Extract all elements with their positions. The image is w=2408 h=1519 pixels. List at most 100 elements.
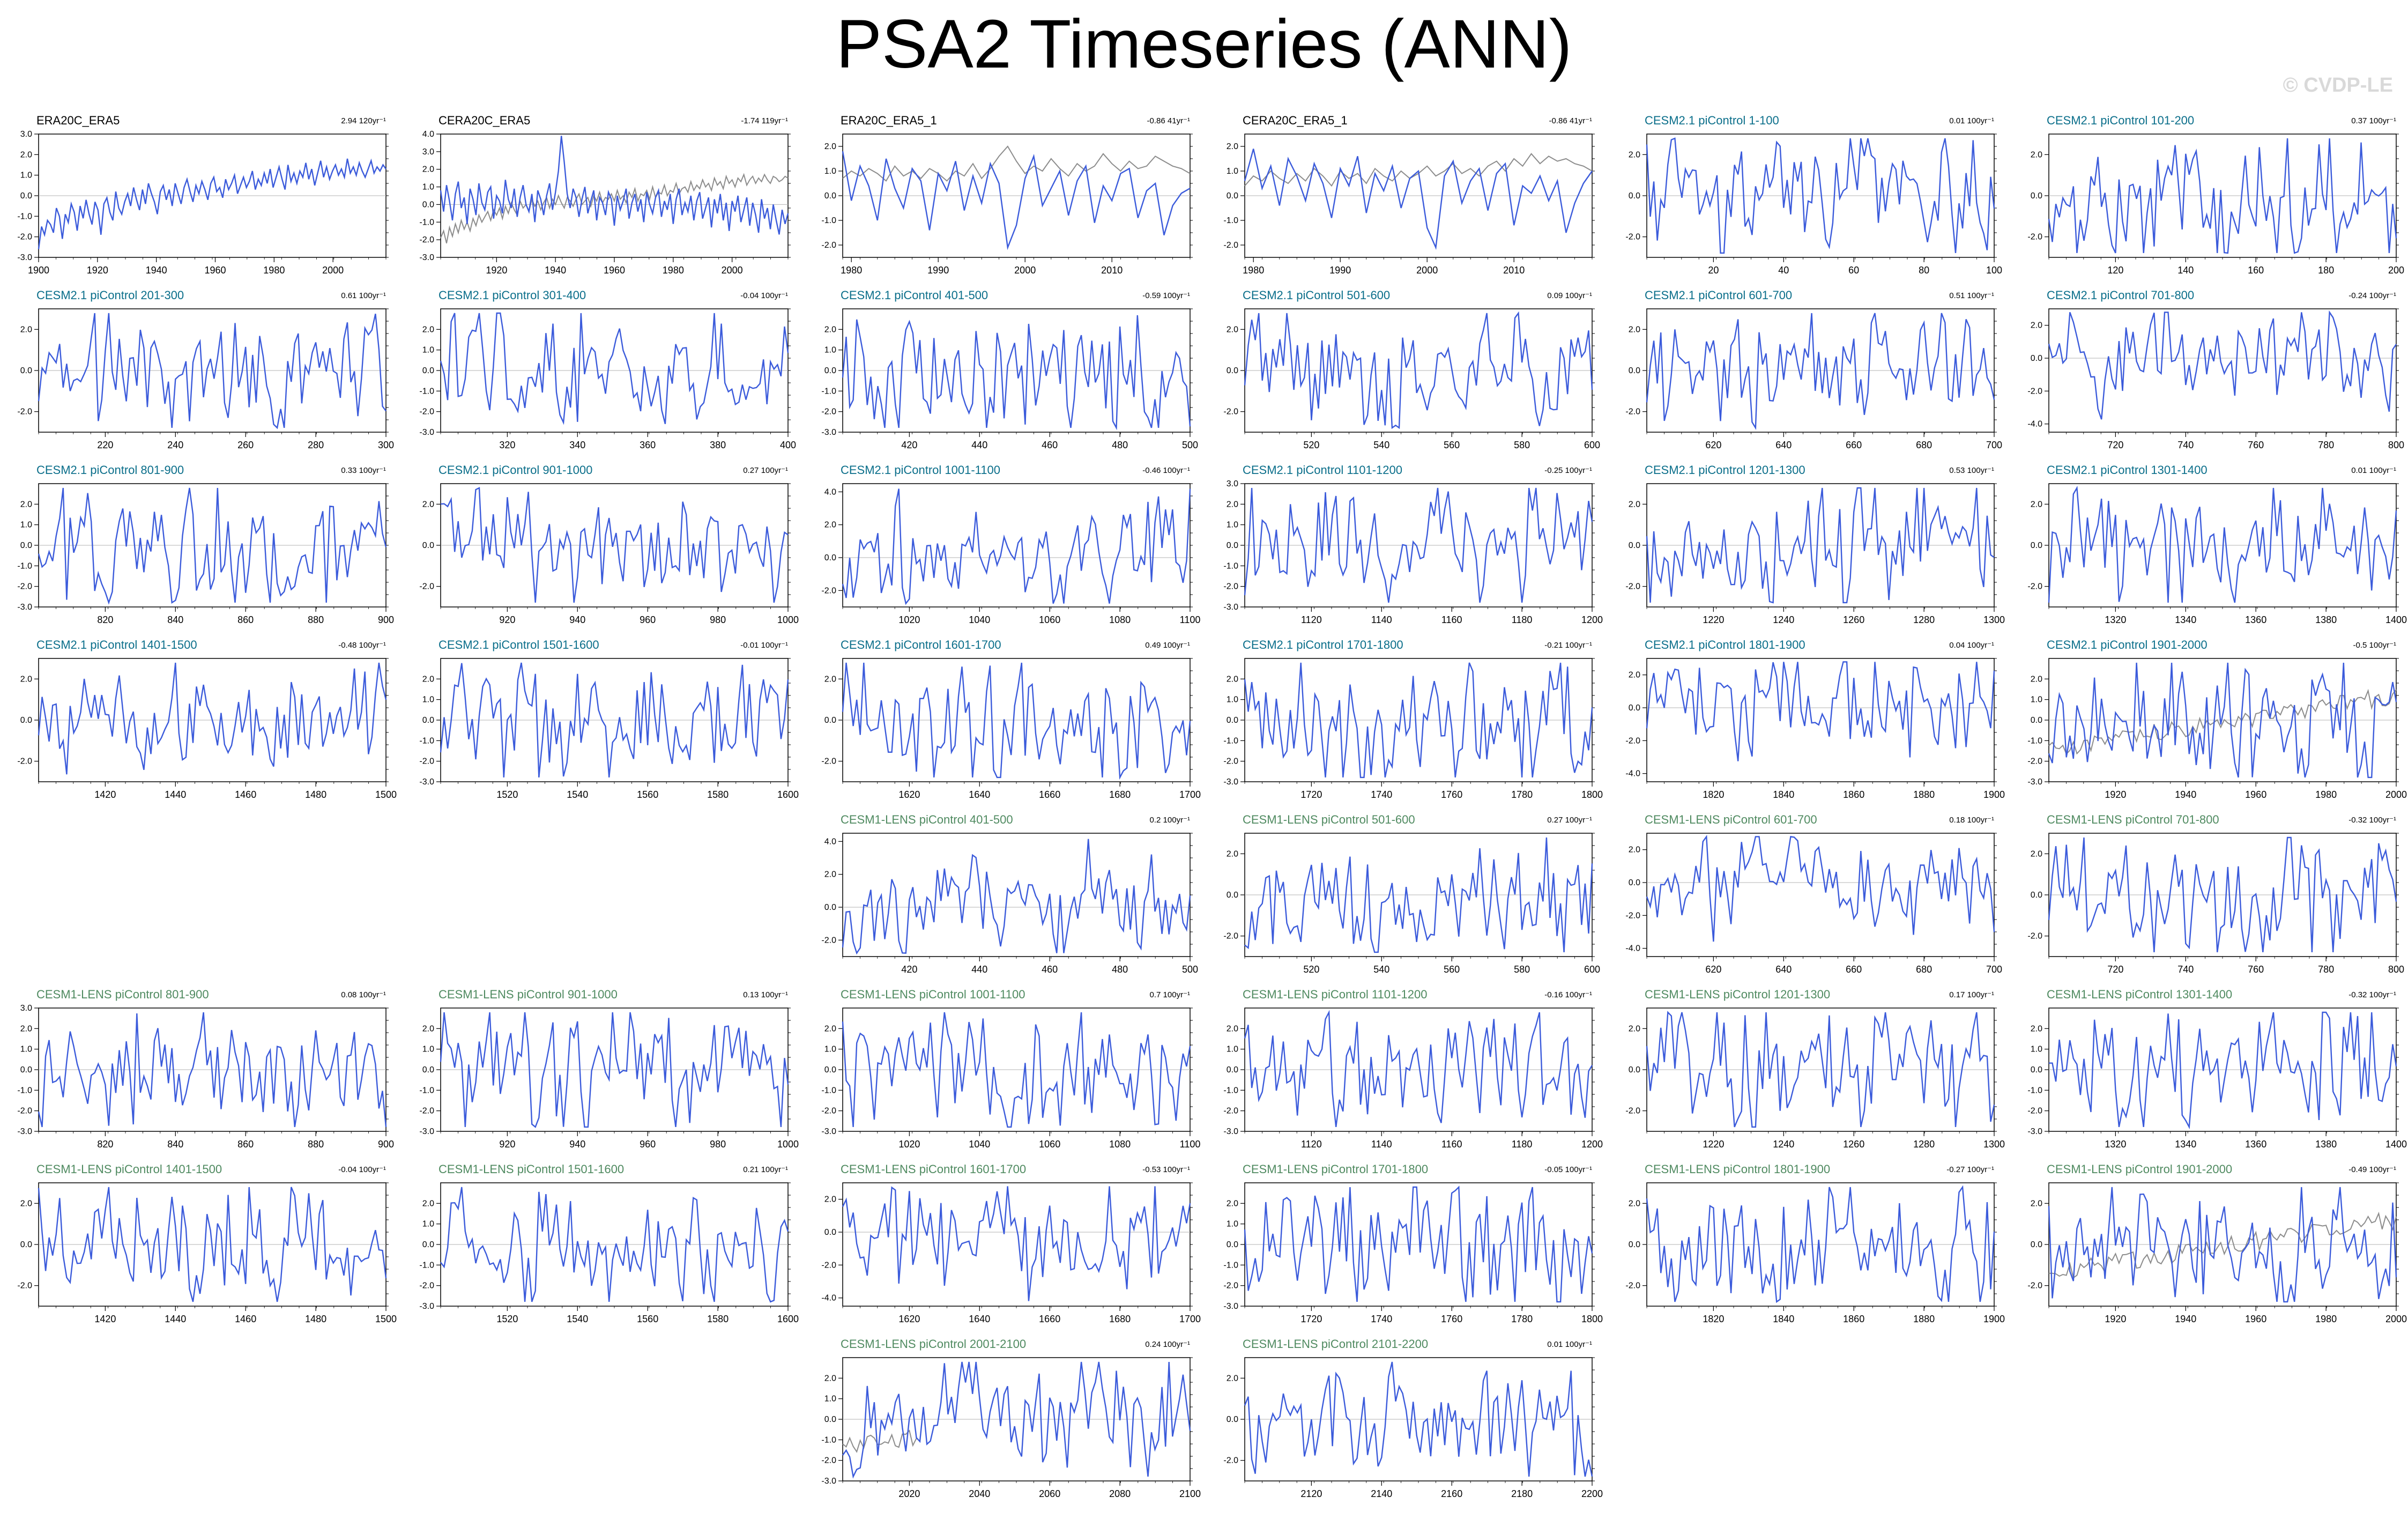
timeseries-chart: 2.01.00.0-1.0-2.0-3.0420 440 460 480 500 bbox=[841, 288, 1237, 460]
y-tick-label: -1.0 bbox=[2027, 736, 2042, 745]
x-tick-label: 1400 bbox=[2385, 614, 2407, 625]
x-tick-label: 360 bbox=[640, 440, 656, 450]
y-tick-label: -3.0 bbox=[821, 1477, 836, 1486]
timeseries-chart: 2.00.0-2.0520 540 560 580 600 bbox=[1243, 288, 1639, 460]
timeseries-chart: 2.01.00.0-1.0-2.01980 1990 2000 2010 bbox=[1243, 114, 1639, 285]
y-tick-label: -2.0 bbox=[821, 1456, 836, 1465]
x-tick-label: 880 bbox=[308, 1139, 324, 1150]
y-tick-label: -2.0 bbox=[821, 1107, 836, 1116]
y-tick-label: -2.0 bbox=[2027, 582, 2042, 591]
y-tick-label: -3.0 bbox=[419, 1127, 434, 1136]
timeseries-chart: 2.00.0-2.0220 240 260 280 300 bbox=[36, 288, 433, 460]
y-tick-label: 2.0 bbox=[824, 325, 836, 334]
chart-panel: CESM2.1 piControl 701-800 -0.24 100yr⁻¹ 2.… bbox=[2047, 288, 2408, 460]
x-tick-label: 1320 bbox=[2105, 614, 2126, 625]
x-tick-label: 140 bbox=[2177, 265, 2194, 276]
x-tick-label: 760 bbox=[2248, 440, 2264, 450]
x-tick-label: 320 bbox=[499, 440, 515, 450]
y-tick-label: 2.0 bbox=[1629, 671, 1640, 680]
y-tick-label: -1.0 bbox=[17, 1086, 32, 1095]
y-tick-label: -1.0 bbox=[17, 212, 32, 221]
y-tick-label: 0.0 bbox=[20, 1240, 32, 1249]
plot-frame bbox=[843, 1183, 1190, 1306]
chart-panel: CESM2.1 piControl 1-100 0.01 100yr⁻¹ 2.0 0.… bbox=[1645, 114, 2041, 285]
timeseries-chart: 2.00.0-2.01620 1640 1660 1680 1700 bbox=[841, 638, 1237, 810]
x-tick-label: 180 bbox=[2318, 265, 2334, 276]
y-tick-label: -2.0 bbox=[17, 1281, 32, 1291]
x-tick-label: 1360 bbox=[2245, 614, 2266, 625]
x-tick-label: 1540 bbox=[567, 789, 588, 800]
y-tick-label: 2.0 bbox=[824, 521, 836, 530]
x-tick-label: 600 bbox=[1584, 964, 1600, 975]
y-tick-label: 0.0 bbox=[1227, 1415, 1238, 1424]
x-tick-label: 680 bbox=[1916, 964, 1932, 975]
y-tick-label: 0.0 bbox=[1227, 541, 1238, 550]
x-tick-label: 2000 bbox=[722, 265, 743, 276]
chart-panel: CESM1-LENS piControl 1901-2000 -0.49 100y… bbox=[2047, 1162, 2408, 1334]
x-tick-label: 1220 bbox=[1703, 1139, 1724, 1150]
y-tick-label: 1.0 bbox=[824, 167, 836, 176]
y-tick-label: 1.0 bbox=[1227, 167, 1238, 176]
x-tick-label: 2000 bbox=[322, 265, 344, 276]
plot-frame bbox=[441, 134, 788, 257]
x-tick-label: 1600 bbox=[777, 1314, 799, 1324]
x-tick-label: 1880 bbox=[1913, 1314, 1935, 1324]
y-tick-label: 0.0 bbox=[824, 1228, 836, 1237]
x-tick-label: 820 bbox=[97, 614, 113, 625]
y-tick-label: -1.0 bbox=[419, 1086, 434, 1095]
x-tick-label: 460 bbox=[1042, 964, 1058, 975]
y-tick-label: -2.0 bbox=[821, 407, 836, 417]
y-tick-label: -2.0 bbox=[1223, 1456, 1238, 1465]
x-tick-label: 1440 bbox=[165, 789, 186, 800]
chart-panel: ERA20C_ERA5 2.94 120yr⁻¹ 3.0 2.0 1.0 0.0 -1.0 -… bbox=[36, 114, 433, 285]
x-tick-label: 1960 bbox=[204, 265, 226, 276]
x-tick-label: 1120 bbox=[1301, 1139, 1322, 1150]
y-tick-label: 2.0 bbox=[20, 325, 32, 334]
timeseries-chart: 2.00.0-2.0120 140 160 180 200 bbox=[2047, 114, 2408, 285]
x-tick-label: 1040 bbox=[969, 614, 990, 625]
x-tick-label: 1340 bbox=[2175, 614, 2196, 625]
y-tick-label: -2.0 bbox=[419, 582, 434, 591]
y-tick-label: 2.0 bbox=[1629, 1199, 1640, 1208]
y-tick-label: 1.0 bbox=[1227, 695, 1238, 705]
y-tick-label: -3.0 bbox=[1223, 777, 1238, 787]
y-tick-label: 2.0 bbox=[20, 500, 32, 509]
y-tick-label: 2.0 bbox=[824, 142, 836, 151]
x-tick-label: 1380 bbox=[2315, 1139, 2337, 1150]
y-tick-label: 0.0 bbox=[422, 541, 434, 550]
chart-panel: CESM1-LENS piControl 2001-2100 0.24 100yr… bbox=[841, 1337, 1237, 1509]
y-tick-label: 2.0 bbox=[1629, 846, 1640, 855]
y-tick-label: 3.0 bbox=[20, 1004, 32, 1013]
x-tick-label: 640 bbox=[1775, 964, 1792, 975]
y-tick-label: -2.0 bbox=[1223, 407, 1238, 417]
y-tick-label: 2.0 bbox=[1227, 675, 1238, 684]
chart-panel: CESM1-LENS piControl 1801-1900 -0.27 100y… bbox=[1645, 1162, 2041, 1334]
x-tick-label: 1040 bbox=[969, 1139, 990, 1150]
x-tick-label: 1980 bbox=[1243, 265, 1264, 276]
y-tick-label: -2.0 bbox=[17, 233, 32, 242]
y-tick-label: -2.0 bbox=[419, 1107, 434, 1116]
y-tick-label: -1.0 bbox=[1223, 736, 1238, 745]
x-tick-label: 2060 bbox=[1039, 1488, 1060, 1499]
y-tick-label: 0.0 bbox=[20, 191, 32, 201]
x-tick-label: 1100 bbox=[1180, 614, 1201, 625]
x-tick-label: 1640 bbox=[969, 789, 990, 800]
y-tick-label: -3.0 bbox=[17, 253, 32, 262]
x-tick-label: 1660 bbox=[1039, 1314, 1060, 1324]
timeseries-chart: 2.00.0-2.0520 540 560 580 600 bbox=[1243, 813, 1639, 984]
y-tick-label: -2.0 bbox=[1625, 911, 1640, 920]
chart-panel: CESM2.1 piControl 601-700 0.51 100yr⁻¹ 2.0… bbox=[1645, 288, 2041, 460]
x-tick-label: 1940 bbox=[2175, 1314, 2196, 1324]
y-tick-label: 2.0 bbox=[824, 1195, 836, 1204]
y-tick-label: -4.0 bbox=[1625, 944, 1640, 953]
x-tick-label: 1820 bbox=[1703, 1314, 1724, 1324]
chart-panel: CESM2.1 piControl 1901-2000 -0.5 100yr⁻¹ 2… bbox=[2047, 638, 2408, 810]
y-tick-label: 1.0 bbox=[1227, 521, 1238, 530]
chart-panel: CESM1-LENS piControl 1401-1500 -0.04 100y… bbox=[36, 1162, 433, 1334]
y-tick-label: -2.0 bbox=[2027, 387, 2042, 396]
y-tick-label: 2.0 bbox=[824, 1024, 836, 1033]
y-tick-label: -2.0 bbox=[821, 936, 836, 945]
x-tick-label: 900 bbox=[378, 1139, 394, 1150]
x-tick-label: 1020 bbox=[898, 1139, 920, 1150]
x-tick-label: 1820 bbox=[1703, 789, 1724, 800]
